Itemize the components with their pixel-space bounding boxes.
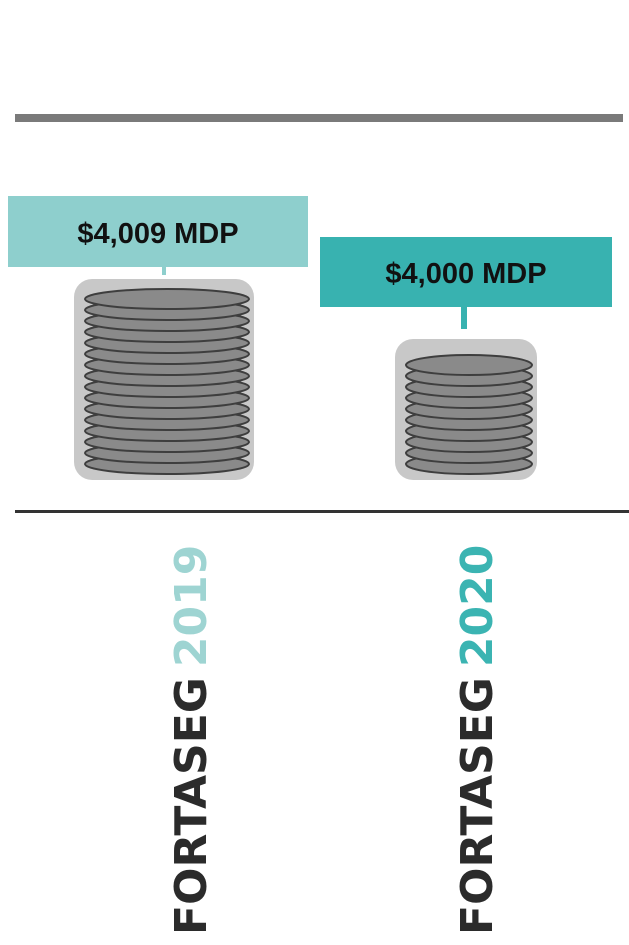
base-rule [15, 510, 629, 513]
program-year: 2019 [166, 545, 217, 667]
program-label: FORTASEG 2020 [452, 545, 503, 935]
amount-label: $4,009 MDP [77, 218, 238, 250]
coin [85, 289, 249, 309]
pointer [162, 267, 166, 275]
top-rule [15, 114, 623, 122]
coin-stack [395, 339, 537, 480]
coin [406, 355, 532, 375]
page: $4,009 MDP $4,000 MDP FORTASEG 2019 FORTA… [0, 0, 629, 945]
pointer [461, 307, 467, 329]
amount-label: $4,000 MDP [385, 258, 546, 290]
infographic: $4,009 MDP $4,000 MDP FORTASEG 2019 FORTA… [0, 0, 629, 945]
program-year: 2020 [452, 545, 503, 667]
program-label: FORTASEG 2019 [166, 545, 217, 935]
program-name: FORTASEG [452, 677, 503, 935]
program-name: FORTASEG [166, 677, 217, 935]
coin-stack [74, 279, 254, 480]
